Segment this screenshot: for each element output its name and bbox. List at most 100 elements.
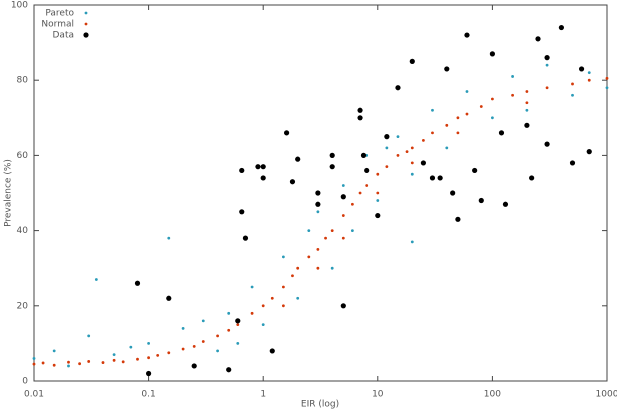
legend-label: Normal (41, 20, 74, 30)
point (134, 280, 141, 286)
point (529, 175, 535, 181)
point (147, 342, 151, 345)
point (281, 304, 285, 308)
point (236, 342, 240, 345)
point (166, 295, 172, 301)
plot-frame (33, 4, 608, 382)
point (260, 175, 266, 181)
point (201, 319, 205, 323)
point (571, 82, 574, 86)
point (524, 122, 530, 128)
point (437, 175, 443, 181)
point (250, 285, 254, 289)
point (525, 108, 529, 112)
x-tick-label: 1 (260, 390, 266, 400)
point (261, 323, 265, 326)
x-tick-label: 1000 (596, 390, 617, 400)
point (465, 112, 469, 116)
point (201, 340, 205, 343)
point (545, 63, 549, 67)
point (236, 323, 240, 326)
point (341, 184, 345, 187)
point (511, 93, 514, 97)
point (456, 131, 460, 135)
point (112, 358, 116, 362)
x-tick-label: 0.01 (24, 390, 44, 400)
point (283, 130, 290, 136)
point (364, 167, 370, 174)
point (587, 78, 591, 82)
point (376, 191, 380, 195)
point (405, 150, 409, 154)
point (358, 191, 362, 195)
point (410, 146, 414, 150)
point (329, 152, 335, 158)
point (498, 130, 505, 136)
point (167, 351, 171, 355)
point (544, 141, 550, 147)
point (87, 360, 91, 363)
point (545, 86, 549, 90)
point (384, 134, 390, 140)
point (340, 303, 346, 309)
point (479, 105, 483, 108)
point (296, 266, 300, 270)
point (307, 255, 311, 259)
y-tick-label: 100 (11, 1, 28, 11)
point (396, 154, 400, 157)
point (87, 334, 91, 338)
point (250, 311, 254, 315)
point (181, 326, 185, 330)
point (269, 348, 275, 354)
point (167, 236, 171, 240)
point (121, 360, 125, 364)
point (316, 266, 320, 270)
point (569, 160, 576, 166)
point (409, 58, 415, 64)
x-axis-label: EIR (log) (301, 400, 339, 410)
point (235, 318, 241, 324)
point (261, 304, 265, 308)
point (376, 199, 380, 202)
legend-label: Data (53, 31, 75, 41)
point (315, 190, 321, 196)
point (357, 115, 363, 121)
point (586, 149, 592, 155)
point (396, 135, 400, 139)
legend-swatch (83, 32, 89, 38)
point (216, 349, 219, 353)
point (456, 116, 460, 120)
point (112, 353, 116, 357)
point (316, 248, 320, 251)
legend-label: Pareto (45, 9, 74, 19)
point (558, 24, 564, 31)
point (78, 362, 82, 366)
point (420, 160, 427, 166)
point (94, 278, 98, 281)
point (181, 347, 185, 351)
point (192, 345, 196, 348)
point (350, 202, 354, 206)
point (445, 146, 449, 150)
point (429, 175, 436, 181)
legend-swatch (84, 22, 88, 26)
point (395, 85, 401, 91)
point (255, 164, 261, 170)
point (422, 138, 425, 142)
y-tick-label: 80 (17, 76, 29, 86)
x-tick-label: 10 (372, 390, 384, 400)
point (227, 311, 231, 315)
point (316, 210, 320, 214)
point (571, 93, 574, 97)
point (605, 86, 609, 90)
point (525, 101, 529, 105)
point (450, 190, 456, 196)
point (242, 235, 249, 241)
point (41, 361, 45, 365)
point (296, 296, 300, 300)
point (385, 165, 389, 169)
point (295, 156, 301, 162)
point (291, 274, 294, 278)
point (360, 152, 367, 158)
point (226, 367, 232, 373)
